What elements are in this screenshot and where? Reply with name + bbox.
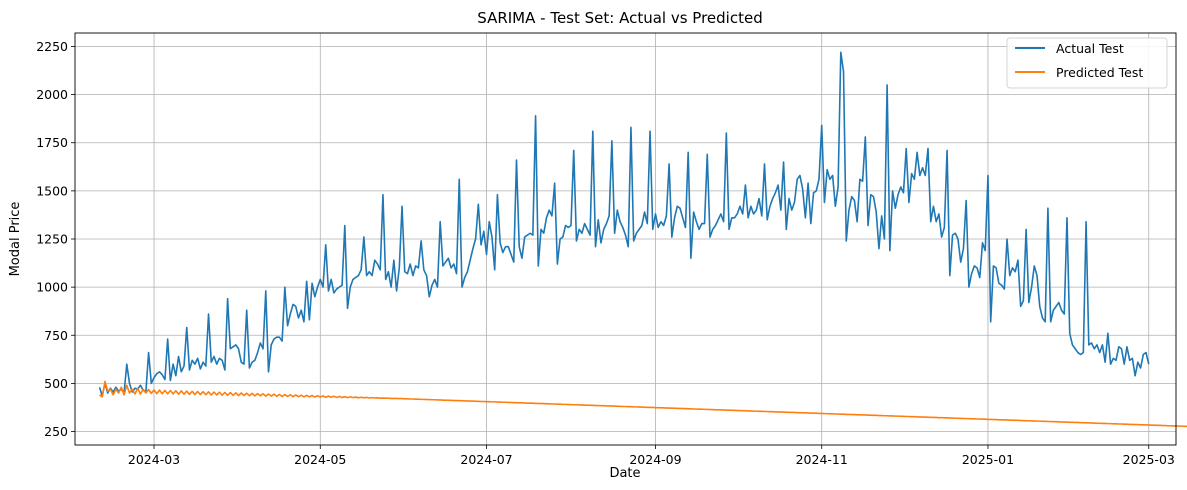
y-axis-ticks: 250 500 750 1000 1250 1500 1750 2000 2250	[36, 39, 75, 439]
x-tick-label: 2025-03	[1123, 452, 1175, 467]
x-tick-label: 2024-07	[460, 452, 512, 467]
y-tick-label: 1000	[36, 280, 68, 295]
series-line-actual-test	[98, 51, 1150, 397]
legend-box	[1006, 37, 1168, 89]
grid-lines	[75, 33, 1176, 445]
x-tick-label: 2024-11	[796, 452, 848, 467]
y-tick-label: 2250	[36, 39, 68, 54]
x-tick-label: 2024-03	[128, 452, 180, 467]
y-tick-label: 1250	[36, 232, 68, 247]
y-tick-label: 2000	[36, 87, 68, 102]
y-tick-label: 500	[44, 376, 68, 391]
legend: Actual Test Predicted Test	[1006, 37, 1168, 89]
legend-label-predicted: Predicted Test	[1056, 65, 1143, 80]
y-tick-label: 250	[44, 424, 68, 439]
y-axis-label: Modal Price	[8, 202, 23, 277]
y-tick-label: 750	[44, 328, 68, 343]
x-tick-label: 2024-05	[294, 452, 346, 467]
series-layer	[98, 51, 1187, 428]
y-tick-label: 1500	[36, 183, 68, 198]
legend-label-actual: Actual Test	[1056, 41, 1124, 56]
y-tick-label: 1750	[36, 135, 68, 150]
series-line-predicted-test	[99, 380, 1187, 428]
x-tick-label: 2025-01	[962, 452, 1014, 467]
x-axis-label: Date	[609, 466, 640, 481]
x-axis-ticks: 2024-03 2024-05 2024-07 2024-09 2024-11 2025-…	[128, 445, 1175, 467]
x-tick-label: 2024-09	[629, 452, 681, 467]
chart-title: SARIMA - Test Set: Actual vs Predicted	[477, 9, 762, 27]
